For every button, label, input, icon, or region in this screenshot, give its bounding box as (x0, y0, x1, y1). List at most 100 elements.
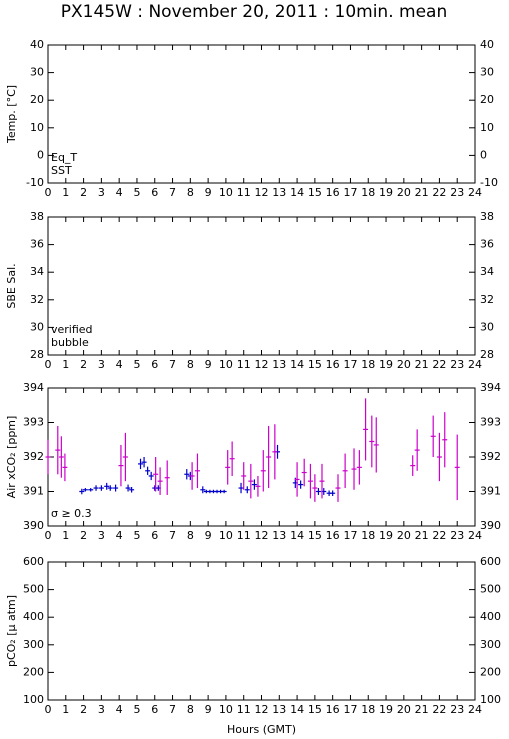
y-axis-label: Air xCO₂ [ppm] (5, 416, 18, 499)
y-tick-label: 394 (23, 381, 44, 394)
x-tick-label: 6 (151, 529, 158, 542)
x-tick-label: 1 (62, 358, 69, 371)
x-tick-label: 23 (450, 529, 464, 542)
x-tick-label: 21 (415, 529, 429, 542)
x-tick-label: 14 (290, 358, 304, 371)
x-tick-label: 16 (326, 358, 340, 371)
y-tick-label: 32 (30, 293, 44, 306)
x-tick-label: 19 (379, 529, 393, 542)
y-tick-label: 400 (23, 610, 44, 623)
x-tick-label: 5 (133, 529, 140, 542)
y-axis-label: Temp. [°C] (5, 85, 18, 144)
x-tick-label: 3 (98, 358, 105, 371)
x-tick-label: 7 (169, 703, 176, 716)
x-tick-label: 22 (432, 358, 446, 371)
plot-frame (47, 44, 476, 184)
x-tick-label: 21 (415, 703, 429, 716)
y-tick-label: 20 (480, 93, 494, 106)
y-tick-label: 36 (480, 238, 494, 251)
x-tick-label: 19 (379, 186, 393, 199)
x-tick-label: 12 (255, 529, 269, 542)
x-tick-label: 17 (343, 703, 357, 716)
y-tick-label: 500 (480, 583, 501, 596)
y-axis-label: SBE Sal. (5, 263, 18, 308)
x-tick-label: 2 (80, 358, 87, 371)
y-tick-label: 38 (480, 210, 494, 223)
plot-frame (47, 387, 476, 527)
y-tick-label: 394 (480, 381, 501, 394)
y-tick-label: 38 (30, 210, 44, 223)
x-tick-label: 22 (432, 703, 446, 716)
x-tick-label: 11 (237, 529, 251, 542)
x-tick-label: 3 (98, 703, 105, 716)
x-tick-label: 8 (187, 529, 194, 542)
x-tick-label: 12 (255, 703, 269, 716)
y-tick-label: 391 (480, 485, 501, 498)
x-tick-label: 2 (80, 703, 87, 716)
x-tick-label: 4 (116, 358, 123, 371)
y-tick-label: 30 (480, 66, 494, 79)
x-tick-label: 12 (255, 358, 269, 371)
x-tick-label: 5 (133, 186, 140, 199)
y-tick-label: 200 (480, 665, 501, 678)
y-tick-label: 34 (480, 265, 494, 278)
x-tick-label: 8 (187, 186, 194, 199)
y-tick-label: 390 (23, 519, 44, 532)
x-tick-label: 0 (45, 358, 52, 371)
x-tick-label: 9 (205, 186, 212, 199)
y-tick-label: -10 (480, 176, 498, 189)
x-tick-label: 23 (450, 703, 464, 716)
y-tick-label: -10 (26, 176, 44, 189)
x-tick-label: 18 (361, 703, 375, 716)
x-tick-label: 15 (308, 186, 322, 199)
x-tick-label: 16 (326, 186, 340, 199)
x-tick-label: 11 (237, 703, 251, 716)
x-tick-label: 18 (361, 186, 375, 199)
x-tick-label: 7 (169, 358, 176, 371)
x-tick-label: 18 (361, 358, 375, 371)
y-tick-label: 28 (480, 348, 494, 361)
plot-frame (47, 216, 476, 356)
x-tick-label: 0 (45, 703, 52, 716)
x-tick-label: 17 (343, 358, 357, 371)
x-tick-label: 4 (116, 703, 123, 716)
x-tick-label: 4 (116, 186, 123, 199)
x-tick-label: 15 (308, 529, 322, 542)
y-tick-label: 30 (30, 320, 44, 333)
y-tick-label: 40 (30, 38, 44, 51)
x-tick-label: 24 (468, 186, 482, 199)
x-tick-label: 2 (80, 186, 87, 199)
y-tick-label: 393 (23, 416, 44, 429)
x-tick-label: 24 (468, 358, 482, 371)
x-tick-label: 9 (205, 358, 212, 371)
x-tick-label: 17 (343, 186, 357, 199)
x-tick-label: 16 (326, 703, 340, 716)
y-tick-label: 40 (480, 38, 494, 51)
x-tick-label: 10 (219, 529, 233, 542)
legend-label: SST (51, 164, 72, 177)
x-tick-label: 20 (397, 529, 411, 542)
x-tick-label: 19 (379, 358, 393, 371)
chart-title: PX145W : November 20, 2011 : 10min. mean (61, 2, 447, 22)
x-tick-label: 20 (397, 703, 411, 716)
x-tick-label: 10 (219, 703, 233, 716)
x-tick-label: 0 (45, 186, 52, 199)
x-tick-label: 16 (326, 529, 340, 542)
x-tick-label: 22 (432, 529, 446, 542)
x-tick-label: 24 (468, 703, 482, 716)
legend-label: σ ≥ 0.3 (51, 507, 92, 520)
y-tick-label: 20 (30, 93, 44, 106)
x-tick-label: 13 (272, 358, 286, 371)
y-tick-label: 600 (480, 555, 501, 568)
legend-label: Eq_T (51, 151, 77, 164)
x-tick-label: 21 (415, 358, 429, 371)
y-tick-label: 600 (23, 555, 44, 568)
y-tick-label: 391 (23, 485, 44, 498)
x-tick-label: 18 (361, 529, 375, 542)
x-tick-label: 3 (98, 529, 105, 542)
x-tick-label: 13 (272, 186, 286, 199)
y-tick-label: 500 (23, 583, 44, 596)
y-tick-label: 32 (480, 293, 494, 306)
x-tick-label: 20 (397, 186, 411, 199)
